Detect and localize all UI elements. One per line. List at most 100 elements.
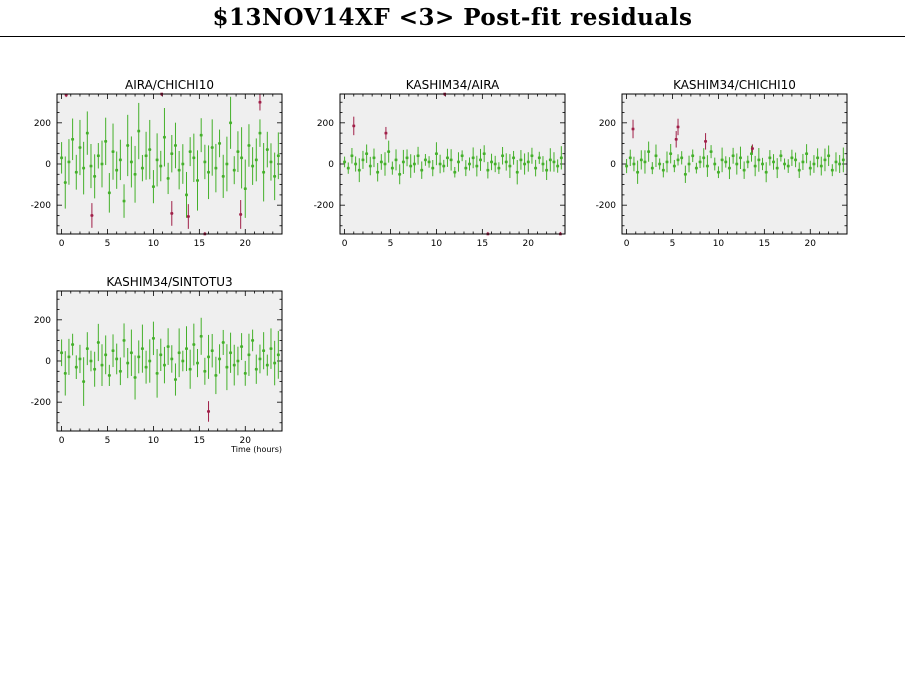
point-marker [768,156,772,160]
point-marker [786,164,790,168]
point-marker [435,152,438,156]
point-marker [676,125,680,129]
data-point [240,333,244,361]
data-point [545,160,549,180]
point-marker [753,164,757,168]
data-point [672,159,676,173]
data-point [111,123,115,180]
data-point [808,160,812,176]
flagged-point [170,201,174,226]
flagged-point [352,116,356,136]
data-point [170,345,174,373]
point-marker [133,172,137,176]
data-point [74,355,78,380]
data-point [698,155,702,169]
data-point [115,151,119,189]
data-point [464,160,468,177]
point-marker [236,150,240,153]
data-point [177,328,181,378]
point-marker [352,124,356,128]
point-marker [549,158,552,162]
data-point [346,162,350,174]
point-marker [369,164,372,168]
data-point [243,360,247,386]
data-point [122,184,126,218]
x-tick-label: 10 [148,436,160,446]
data-point [442,159,446,173]
data-point [104,335,108,375]
data-point [247,124,251,167]
data-point [669,144,673,164]
data-point [713,157,717,171]
data-point [232,156,236,185]
point-marker [192,156,196,160]
data-point [221,329,225,355]
data-point [827,145,831,167]
data-point [727,157,731,180]
point-marker [464,166,468,170]
data-point [162,346,166,384]
flagged-point [676,118,680,136]
point-marker [159,353,163,357]
data-point [405,149,409,167]
data-point [93,351,97,387]
data-point [805,144,809,164]
data-point [636,160,640,184]
point-marker [420,168,424,172]
data-point [512,150,516,165]
data-point [786,159,790,173]
point-marker [240,156,243,160]
data-point [632,156,636,172]
point-marker [74,170,78,174]
point-marker [188,150,192,153]
data-point [661,162,665,178]
data-point [177,151,181,190]
data-point [107,173,111,213]
flagged-point [704,133,708,150]
point-marker [229,351,232,355]
data-point [431,160,435,177]
chart-panel: KASHIM34/SINTOTU3 0 5 10 15 20 -200 0 200 Time (h… [31,275,283,454]
point-marker [823,158,827,162]
point-marker [254,158,258,162]
point-marker [82,380,85,383]
data-point [823,148,827,172]
point-marker [163,363,166,367]
point-marker [691,154,695,158]
point-marker [97,154,100,158]
plot-frame [56,290,283,432]
point-marker [130,351,133,355]
point-marker [97,341,100,344]
flagged-point [239,200,243,229]
data-point [133,145,137,203]
point-marker [783,162,786,166]
data-point [129,136,133,188]
data-point [372,148,376,168]
point-marker [170,212,174,215]
data-point [71,118,75,161]
flagged-point [384,126,388,140]
x-tick-label: 15 [194,436,205,446]
point-marker [394,158,398,162]
point-marker [177,168,181,172]
x-tick-label: 0 [59,239,65,249]
data-point [60,339,64,367]
data-point [115,343,119,375]
point-marker [63,181,67,184]
point-marker [232,363,236,367]
data-point [251,147,255,185]
point-marker [247,144,251,147]
data-point [486,161,490,179]
point-marker [779,154,783,158]
point-marker [413,162,416,166]
data-point [445,148,449,167]
data-point [155,133,159,187]
data-point [181,350,185,372]
data-point [526,152,530,172]
data-point [93,154,97,199]
point-marker [119,369,122,373]
chart-panel: KASHIM34/CHICHI10 0 5 10 15 20 -200 0 200 [596,78,848,249]
point-marker [137,129,141,133]
data-point [210,333,214,368]
data-point [207,145,211,200]
